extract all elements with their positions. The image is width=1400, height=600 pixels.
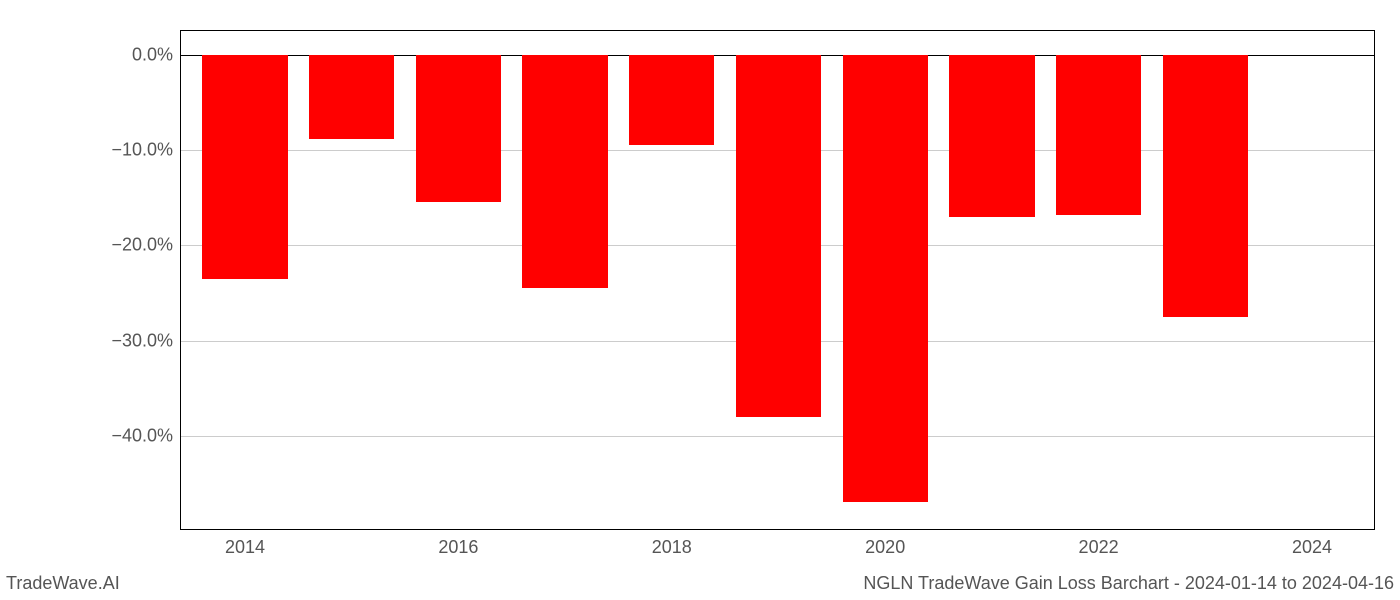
bar	[629, 55, 714, 145]
y-axis-tick-label: −20.0%	[111, 235, 173, 256]
plot-area: 0.0%−10.0%−20.0%−30.0%−40.0%201420162018…	[180, 30, 1375, 530]
bar	[736, 55, 821, 417]
x-axis-tick-label: 2024	[1292, 537, 1332, 558]
y-axis-tick-label: −30.0%	[111, 330, 173, 351]
bar	[309, 55, 394, 139]
chart-container: 0.0% −10.0% −20.0% −30.0% −40.0% 2014 2016 2018…	[0, 0, 1400, 600]
x-axis-tick-label: 2020	[865, 537, 905, 558]
bar	[843, 55, 928, 503]
x-axis-tick-label: 2022	[1079, 537, 1119, 558]
bar	[949, 55, 1034, 217]
y-axis-tick-label: −40.0%	[111, 425, 173, 446]
bar	[522, 55, 607, 288]
bar	[202, 55, 287, 279]
x-axis-tick-label: 2018	[652, 537, 692, 558]
bar	[416, 55, 501, 203]
x-axis-tick-label: 2014	[225, 537, 265, 558]
y-axis-tick-label: −10.0%	[111, 140, 173, 161]
gridline	[181, 436, 1374, 437]
footer-right-text: NGLN TradeWave Gain Loss Barchart - 2024…	[863, 573, 1394, 594]
x-axis-tick-label: 2016	[438, 537, 478, 558]
footer-left-text: TradeWave.AI	[6, 573, 120, 594]
bar	[1056, 55, 1141, 215]
bar	[1163, 55, 1248, 317]
y-axis-tick-label: 0.0%	[132, 44, 173, 65]
